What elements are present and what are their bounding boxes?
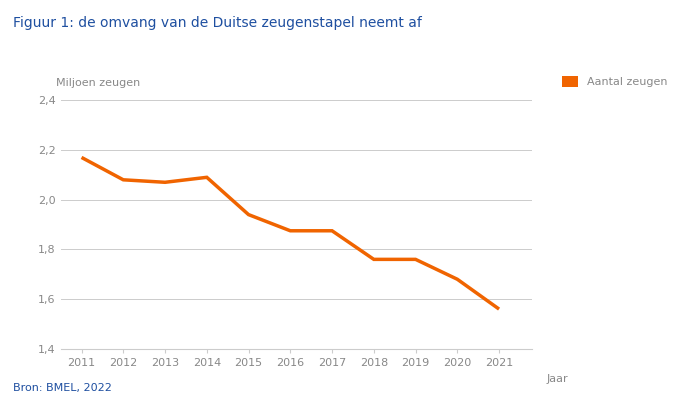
Text: Bron: BMEL, 2022: Bron: BMEL, 2022 (13, 383, 113, 393)
Legend: Aantal zeugen: Aantal zeugen (561, 76, 668, 87)
Text: Miljoen zeugen: Miljoen zeugen (56, 78, 140, 88)
Text: Figuur 1: de omvang van de Duitse zeugenstapel neemt af: Figuur 1: de omvang van de Duitse zeugen… (13, 16, 423, 30)
Text: Jaar: Jaar (547, 374, 568, 384)
